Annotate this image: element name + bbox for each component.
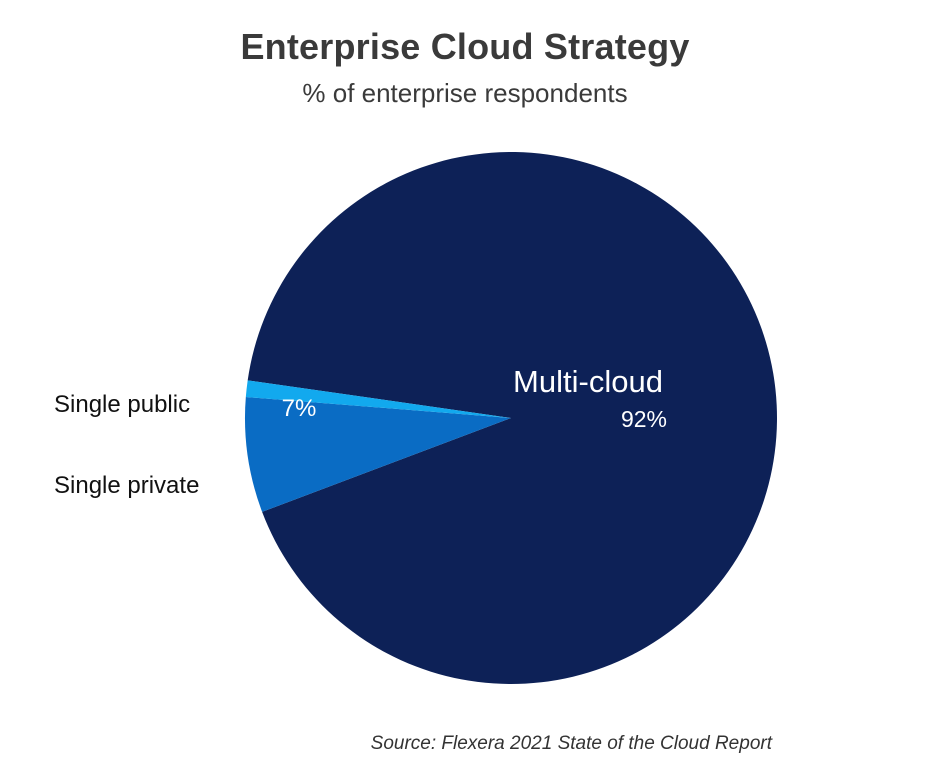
slice-multi-cloud bbox=[247, 152, 778, 685]
slice-name-multi-cloud: Multi-cloud bbox=[513, 364, 663, 399]
slice-single-public bbox=[244, 396, 512, 512]
slice-label-single-private: Single private bbox=[54, 472, 200, 499]
chart-title: Enterprise Cloud Strategy bbox=[240, 26, 690, 67]
slice-value-single-public: 7% bbox=[282, 395, 317, 422]
slice-single-private bbox=[245, 380, 511, 418]
slice-label-single-public: Single public bbox=[54, 391, 191, 418]
chart-subtitle: % of enterprise respondents bbox=[302, 78, 628, 108]
slice-value-multi-cloud: 92% bbox=[621, 406, 667, 432]
source-note: Source: Flexera 2021 State of the Cloud … bbox=[370, 733, 772, 754]
